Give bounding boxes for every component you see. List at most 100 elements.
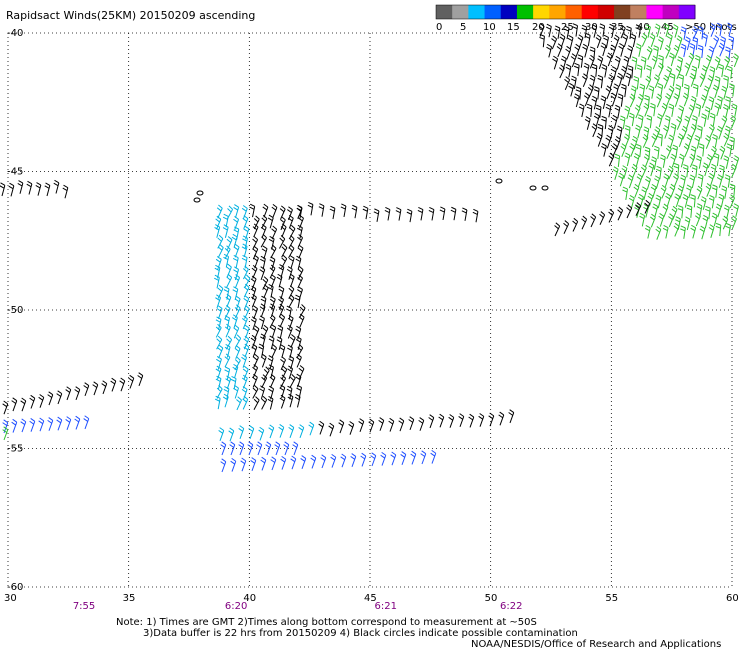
wind-barb bbox=[618, 172, 625, 187]
legend-label: >50 knots bbox=[685, 22, 737, 33]
wind-barb bbox=[458, 413, 465, 428]
wind-barb bbox=[267, 355, 274, 369]
wind-barb bbox=[38, 417, 45, 432]
wind-barb bbox=[729, 194, 736, 209]
note-line-3: NOAA/NESDIS/Office of Research and Appli… bbox=[471, 639, 722, 650]
wind-barb bbox=[508, 409, 515, 424]
wind-barb bbox=[708, 96, 715, 110]
wind-barb bbox=[307, 201, 314, 216]
wind-barb bbox=[617, 206, 624, 221]
legend-label: 40 bbox=[637, 22, 650, 33]
wind-barb bbox=[610, 92, 617, 107]
lat-tick-label: -55 bbox=[7, 444, 23, 455]
wind-barb bbox=[558, 64, 565, 79]
wind-barb bbox=[700, 196, 707, 210]
wind-barb bbox=[673, 93, 680, 107]
wind-barb bbox=[260, 333, 266, 348]
wind-barb bbox=[318, 420, 325, 435]
wind-barb bbox=[259, 303, 266, 318]
wind-barb bbox=[565, 45, 572, 60]
wind-barb bbox=[296, 204, 303, 219]
wind-barb bbox=[583, 62, 590, 77]
wind-barb bbox=[645, 24, 651, 38]
wind-barb bbox=[234, 295, 241, 310]
wind-barb bbox=[299, 304, 306, 318]
wind-barb bbox=[283, 441, 290, 456]
wind-barb bbox=[725, 96, 731, 110]
wind-barb bbox=[288, 255, 295, 269]
wind-barb bbox=[694, 135, 701, 149]
wind-barb bbox=[633, 76, 640, 90]
wind-barb bbox=[624, 152, 631, 167]
wind-barb bbox=[231, 233, 238, 248]
wind-barb bbox=[684, 115, 691, 130]
wind-barb bbox=[215, 256, 222, 270]
wind-barb bbox=[673, 173, 680, 187]
wind-barb bbox=[701, 113, 707, 127]
wind-barb bbox=[673, 222, 680, 237]
wind-barb bbox=[697, 26, 704, 40]
wind-barb bbox=[241, 386, 248, 400]
wind-barb bbox=[721, 115, 728, 130]
wind-barb bbox=[252, 384, 259, 399]
wind-barb bbox=[223, 253, 230, 268]
wind-barb bbox=[600, 42, 607, 57]
wind-barb bbox=[642, 133, 649, 148]
wind-barb bbox=[430, 449, 437, 464]
wind-barb bbox=[715, 222, 722, 237]
wind-barb bbox=[439, 206, 446, 220]
wind-barb bbox=[351, 204, 358, 219]
wind-barb bbox=[137, 372, 144, 387]
wind-barb bbox=[277, 324, 284, 339]
wind-barb bbox=[639, 212, 646, 227]
wind-barb bbox=[623, 55, 630, 70]
wind-barb bbox=[554, 25, 561, 39]
wind-barb bbox=[222, 224, 229, 238]
wind-barb bbox=[563, 220, 570, 234]
wind-barb bbox=[267, 284, 274, 298]
wind-barb bbox=[677, 185, 684, 199]
wind-barb bbox=[640, 164, 647, 178]
wind-barb bbox=[605, 85, 612, 100]
wind-barb bbox=[709, 66, 716, 80]
wind-barb bbox=[692, 26, 698, 40]
wind-barb bbox=[234, 334, 242, 349]
wind-barb bbox=[644, 199, 651, 214]
wind-barb bbox=[340, 453, 347, 468]
wind-barb bbox=[682, 194, 689, 208]
wind-barb bbox=[242, 365, 249, 380]
wind-barb bbox=[350, 453, 357, 467]
wind-barb bbox=[248, 425, 255, 440]
wind-barb bbox=[689, 43, 696, 57]
wind-barb bbox=[253, 396, 260, 410]
wind-barb bbox=[716, 22, 723, 37]
wind-barb bbox=[215, 294, 222, 309]
wind-barb bbox=[691, 115, 698, 129]
wind-barb bbox=[618, 43, 625, 57]
legend-swatch bbox=[436, 5, 453, 19]
wind-barb bbox=[729, 183, 736, 197]
wind-barb bbox=[699, 225, 706, 240]
wind-barb bbox=[657, 62, 664, 77]
wind-barb bbox=[268, 364, 274, 379]
wind-barb bbox=[597, 74, 604, 89]
wind-barb bbox=[688, 104, 695, 119]
wind-barb bbox=[287, 365, 294, 380]
wind-barb bbox=[649, 213, 656, 228]
wind-barb bbox=[691, 65, 698, 80]
wind-barb bbox=[603, 34, 609, 49]
wind-barb bbox=[259, 385, 266, 400]
wind-barb bbox=[694, 212, 701, 227]
time-label: 6:21 bbox=[374, 601, 396, 612]
wind-barb bbox=[653, 74, 660, 89]
wind-barb bbox=[74, 415, 81, 430]
wind-barb bbox=[262, 284, 269, 299]
lon-tick-label: 60 bbox=[726, 593, 739, 604]
wind-barb bbox=[657, 132, 663, 147]
wind-barb bbox=[689, 174, 696, 189]
wind-barb bbox=[646, 65, 652, 79]
wind-barb bbox=[286, 305, 292, 320]
wind-barb bbox=[247, 441, 254, 456]
legend-swatch bbox=[500, 5, 518, 19]
wind-barb bbox=[686, 184, 692, 199]
